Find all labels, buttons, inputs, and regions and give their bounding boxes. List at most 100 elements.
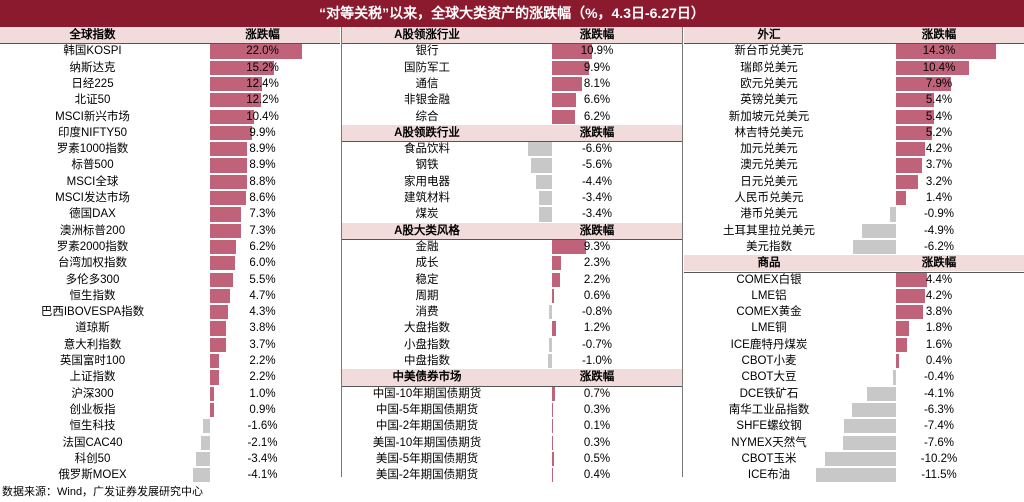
value-label: 6.2% — [583, 110, 611, 123]
value-label: -4.1% — [247, 469, 278, 482]
value-label: 14.3% — [922, 45, 956, 58]
table-row: 道琼斯 3.8% — [0, 320, 340, 336]
value-label: -10.2% — [920, 452, 958, 465]
table-row: 美元指数 -6.2% — [684, 239, 1024, 255]
value-label: 8.8% — [249, 175, 276, 188]
positive-bar — [552, 60, 589, 75]
value-label: 2.2% — [249, 355, 276, 367]
asset-name: ICE鹿特丹煤炭 — [730, 338, 808, 351]
table-row: 周期 0.6% — [342, 288, 682, 304]
negative-bar — [539, 191, 552, 206]
section-header: A股领涨行业 涨跌幅 — [342, 27, 682, 44]
negative-bar — [861, 223, 896, 238]
positive-bar — [552, 402, 554, 418]
value-label: 2.2% — [583, 273, 611, 286]
table-row: 北证50 12.2% — [0, 92, 340, 108]
table-row: 印度NIFTY50 9.9% — [0, 125, 340, 141]
asset-name: 法国CAC40 — [62, 436, 123, 449]
value-label: 5.4% — [925, 94, 953, 107]
source-note: 数据来源：Wind，广发证券发展研究中心 — [2, 486, 204, 498]
asset-name: 小盘指数 — [404, 338, 450, 351]
positive-bar — [210, 76, 263, 92]
value-label: 15.2% — [246, 61, 279, 74]
asset-name: 钢铁 — [415, 159, 439, 172]
table-row: 韩国KOSPI 22.0% — [0, 43, 340, 59]
table-row: 稳定 2.2% — [342, 272, 682, 288]
table-row: 沪深300 1.0% — [0, 386, 340, 402]
positive-bar — [210, 207, 241, 222]
table-row: 英镑兑美元 5.4% — [684, 92, 1024, 108]
negative-bar — [824, 451, 896, 467]
asset-name: 欧元兑美元 — [740, 77, 798, 90]
a-share-bonds-panel: A股领涨行业 涨跌幅 银行 10.9% 国防军工 9.9% 通信 8.1% 非银金融 6.6% 综合… — [342, 27, 682, 483]
positive-bar — [552, 468, 554, 483]
value-column-header: 涨跌幅 — [921, 29, 957, 41]
page-title: “对等关税”以来，全球大类资产的涨跌幅（%，4.3日-6.27日） — [0, 0, 1024, 27]
positive-bar — [896, 76, 952, 92]
value-column-header: 涨跌幅 — [579, 126, 615, 139]
positive-bar — [210, 288, 230, 304]
value-label: -0.4% — [923, 371, 955, 384]
table-row: SHFE螺纹钢 -7.4% — [684, 418, 1024, 434]
section-title: 外汇 — [757, 29, 781, 41]
value-label: -1.0% — [581, 355, 613, 367]
asset-name: 俄罗斯MOEX — [58, 469, 127, 482]
value-label: 5.5% — [249, 273, 276, 286]
section-title: 商品 — [757, 257, 781, 270]
positive-bar — [552, 272, 561, 287]
table-row: 澳元兑美元 3.7% — [684, 157, 1024, 173]
positive-bar — [210, 321, 226, 336]
value-label: -6.2% — [923, 240, 955, 253]
table-row: 罗素1000指数 8.9% — [0, 141, 340, 157]
header-rule — [342, 385, 682, 387]
table-row: CBOT大豆 -0.4% — [684, 369, 1024, 385]
table-row: 中国-5年期国债期货 0.3% — [342, 402, 682, 418]
asset-name: 北证50 — [74, 94, 111, 107]
negative-bar — [549, 337, 552, 352]
asset-name: 消费 — [415, 306, 439, 319]
value-label: -3.4% — [581, 208, 613, 221]
table-row: 加元兑美元 4.2% — [684, 141, 1024, 157]
negative-bar — [527, 142, 552, 157]
asset-name: MSCI新兴市场 — [55, 110, 130, 123]
negative-bar — [535, 174, 552, 189]
table-row: 食品饮料 -6.6% — [342, 141, 682, 157]
asset-name: 标普500 — [71, 159, 114, 172]
positive-bar — [210, 174, 247, 189]
asset-name: 林吉特兑美元 — [734, 126, 804, 139]
section-header: 中美债券市场 涨跌幅 — [342, 369, 682, 386]
value-label: 1.6% — [925, 338, 953, 351]
table-row: 欧元兑美元 7.9% — [684, 76, 1024, 92]
value-label: 0.1% — [583, 420, 611, 433]
header-rule — [342, 238, 682, 240]
positive-bar — [896, 60, 969, 75]
asset-name: 家用电器 — [404, 175, 450, 188]
value-label: -6.3% — [923, 403, 955, 416]
asset-name: 英国富时100 — [59, 355, 126, 367]
table-row: 建筑材料 -3.4% — [342, 190, 682, 206]
asset-name: 台湾加权指数 — [58, 257, 127, 270]
positive-bar — [552, 93, 577, 108]
asset-name: 银行 — [415, 45, 439, 58]
value-label: 0.3% — [583, 403, 611, 416]
positive-bar — [896, 174, 919, 189]
asset-name: 罗素1000指数 — [56, 143, 129, 156]
table-row: 土耳其里拉兑美元 -4.9% — [684, 223, 1024, 239]
asset-name: 澳元兑美元 — [740, 159, 798, 172]
asset-name: 美国-2年期国债期货 — [375, 469, 479, 482]
asset-name: 大盘指数 — [404, 322, 450, 335]
asset-name: 罗素2000指数 — [56, 240, 129, 253]
asset-name: 多伦多300 — [65, 273, 120, 286]
table-row: 纳斯达克 15.2% — [0, 60, 340, 76]
value-label: 2.3% — [583, 257, 611, 270]
table-row: 澳洲标普200 7.3% — [0, 223, 340, 239]
table-row: ICE鹿特丹煤炭 1.6% — [684, 337, 1024, 353]
header-rule — [342, 43, 682, 45]
asset-name: 纳斯达克 — [69, 61, 116, 74]
table-row: 林吉特兑美元 5.2% — [684, 125, 1024, 141]
table-row: 综合 6.2% — [342, 109, 682, 125]
negative-bar — [842, 435, 896, 450]
section-header: 商品 涨跌幅 — [684, 255, 1024, 272]
table-row: COMEX黄金 3.8% — [684, 304, 1024, 320]
value-label: 7.3% — [249, 224, 276, 237]
